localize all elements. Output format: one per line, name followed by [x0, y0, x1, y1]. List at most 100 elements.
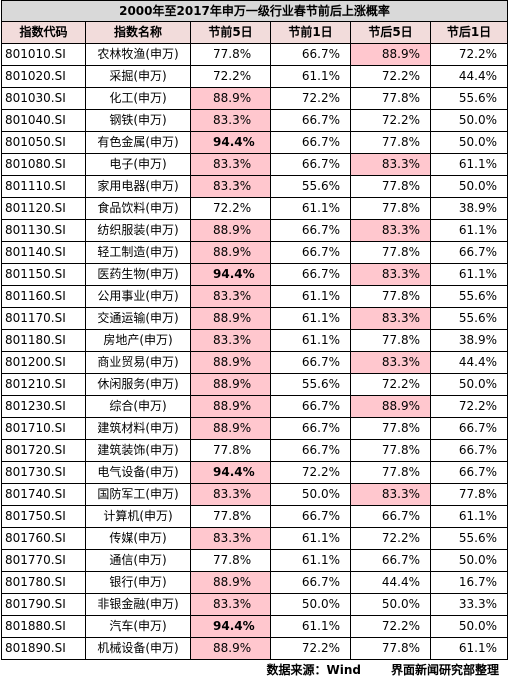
probability-cell: 83.3%: [190, 153, 271, 176]
footer: 数据来源：Wind 界面新闻研究部整理: [1, 660, 507, 680]
column-header: 节后5日: [350, 21, 431, 44]
index-name-cell: 农林牧渔(申万): [85, 43, 191, 66]
table-row: 801790.SI 非银金融(申万) 83.3% 50.0% 50.0% 33.3%: [1, 593, 508, 616]
table-title: 2000年至2017年申万一级行业春节前后上涨概率: [0, 0, 508, 22]
probability-cell: 61.1%: [270, 549, 351, 572]
probability-cell: 55.6%: [429, 285, 508, 308]
index-name-cell: 银行(申万): [85, 571, 191, 594]
probability-cell: 72.2%: [190, 65, 271, 88]
index-name-cell: 休闲服务(申万): [85, 373, 191, 396]
probability-cell: 66.7%: [270, 439, 351, 462]
probability-cell: 72.2%: [350, 527, 431, 550]
probability-cell: 88.9%: [190, 241, 271, 264]
probability-cell: 66.7%: [270, 395, 351, 418]
index-code-cell: 801160.SI: [1, 285, 86, 308]
index-code-cell: 801130.SI: [1, 219, 86, 242]
probability-cell: 38.9%: [429, 329, 508, 352]
probability-cell: 72.2%: [429, 395, 508, 418]
column-header: 指数名称: [85, 21, 191, 44]
probability-cell: 66.7%: [270, 241, 351, 264]
table-row: 801010.SI 农林牧渔(申万) 77.8% 66.7% 88.9% 72.2%: [1, 43, 508, 66]
probability-cell: 83.3%: [190, 109, 271, 132]
index-name-cell: 商业贸易(申万): [85, 351, 191, 374]
probability-cell: 66.7%: [270, 109, 351, 132]
probability-cell: 77.8%: [350, 285, 431, 308]
probability-cell: 16.7%: [429, 571, 508, 594]
index-code-cell: 801180.SI: [1, 329, 86, 352]
probability-cell: 50.0%: [270, 483, 351, 506]
probability-cell: 55.6%: [270, 373, 351, 396]
index-code-cell: 801030.SI: [1, 87, 86, 110]
probability-cell: 88.9%: [190, 417, 271, 440]
probability-cell: 61.1%: [270, 285, 351, 308]
index-code-cell: 801110.SI: [1, 175, 86, 198]
probability-cell: 72.2%: [270, 87, 351, 110]
table-row: 801040.SI 钢铁(申万) 83.3% 66.7% 72.2% 50.0%: [1, 109, 508, 132]
table-row: 801130.SI 纺织服装(申万) 88.9% 66.7% 83.3% 61.1%: [1, 219, 508, 242]
probability-cell: 88.9%: [190, 637, 271, 660]
index-name-cell: 汽车(申万): [85, 615, 191, 638]
probability-cell: 88.9%: [350, 43, 431, 66]
index-name-cell: 计算机(申万): [85, 505, 191, 528]
table-row: 801140.SI 轻工制造(申万) 88.9% 66.7% 77.8% 66.7%: [1, 241, 508, 264]
probability-cell: 94.4%: [190, 461, 271, 484]
index-name-cell: 非银金融(申万): [85, 593, 191, 616]
probability-cell: 44.4%: [429, 351, 508, 374]
probability-cell: 61.1%: [429, 263, 508, 286]
index-name-cell: 综合(申万): [85, 395, 191, 418]
probability-cell: 77.8%: [350, 87, 431, 110]
probability-cell: 83.3%: [350, 307, 431, 330]
index-name-cell: 纺织服装(申万): [85, 219, 191, 242]
probability-cell: 66.7%: [270, 219, 351, 242]
table-row: 801710.SI 建筑材料(申万) 88.9% 66.7% 77.8% 66.7%: [1, 417, 508, 440]
probability-cell: 66.7%: [270, 263, 351, 286]
index-code-cell: 801770.SI: [1, 549, 86, 572]
probability-cell: 77.8%: [190, 549, 271, 572]
probability-cell: 66.7%: [270, 351, 351, 374]
probability-cell: 44.4%: [429, 65, 508, 88]
index-name-cell: 通信(申万): [85, 549, 191, 572]
probability-cell: 66.7%: [429, 439, 508, 462]
probability-cell: 77.8%: [350, 461, 431, 484]
probability-cell: 50.0%: [350, 593, 431, 616]
index-name-cell: 有色金属(申万): [85, 131, 191, 154]
probability-cell: 77.8%: [429, 483, 508, 506]
probability-cell: 83.3%: [350, 153, 431, 176]
table-row: 801780.SI 银行(申万) 88.9% 66.7% 44.4% 16.7%: [1, 571, 508, 594]
probability-cell: 66.7%: [270, 505, 351, 528]
table-row: 801200.SI 商业贸易(申万) 88.9% 66.7% 83.3% 44.4%: [1, 351, 508, 374]
column-header: 节前1日: [270, 21, 351, 44]
probability-cell: 77.8%: [350, 131, 431, 154]
index-code-cell: 801790.SI: [1, 593, 86, 616]
probability-cell: 55.6%: [270, 175, 351, 198]
probability-cell: 88.9%: [190, 307, 271, 330]
probability-cell: 83.3%: [190, 175, 271, 198]
index-name-cell: 机械设备(申万): [85, 637, 191, 660]
index-code-cell: 801710.SI: [1, 417, 86, 440]
table-row: 801720.SI 建筑装饰(申万) 77.8% 66.7% 77.8% 66.7%: [1, 439, 508, 462]
index-code-cell: 801890.SI: [1, 637, 86, 660]
probability-table: 2000年至2017年申万一级行业春节前后上涨概率 指数代码 指数名称 节前5日…: [0, 0, 508, 660]
table-row: 801890.SI 机械设备(申万) 88.9% 72.2% 77.8% 61.1%: [1, 637, 508, 660]
probability-cell: 66.7%: [270, 131, 351, 154]
index-code-cell: 801720.SI: [1, 439, 86, 462]
probability-cell: 83.3%: [190, 593, 271, 616]
probability-cell: 66.7%: [429, 417, 508, 440]
index-name-cell: 电气设备(申万): [85, 461, 191, 484]
table-row: 801880.SI 汽车(申万) 94.4% 61.1% 72.2% 50.0%: [1, 615, 508, 638]
index-name-cell: 采掘(申万): [85, 65, 191, 88]
probability-cell: 61.1%: [429, 153, 508, 176]
probability-cell: 61.1%: [270, 307, 351, 330]
probability-cell: 55.6%: [429, 87, 508, 110]
index-code-cell: 801740.SI: [1, 483, 86, 506]
probability-cell: 83.3%: [190, 329, 271, 352]
index-code-cell: 801140.SI: [1, 241, 86, 264]
table-row: 801230.SI 综合(申万) 88.9% 66.7% 88.9% 72.2%: [1, 395, 508, 418]
index-code-cell: 801230.SI: [1, 395, 86, 418]
probability-cell: 88.9%: [190, 571, 271, 594]
index-code-cell: 801200.SI: [1, 351, 86, 374]
probability-cell: 55.6%: [429, 307, 508, 330]
probability-cell: 50.0%: [429, 109, 508, 132]
index-name-cell: 食品饮料(申万): [85, 197, 191, 220]
credit: 界面新闻研究部整理: [390, 663, 499, 677]
